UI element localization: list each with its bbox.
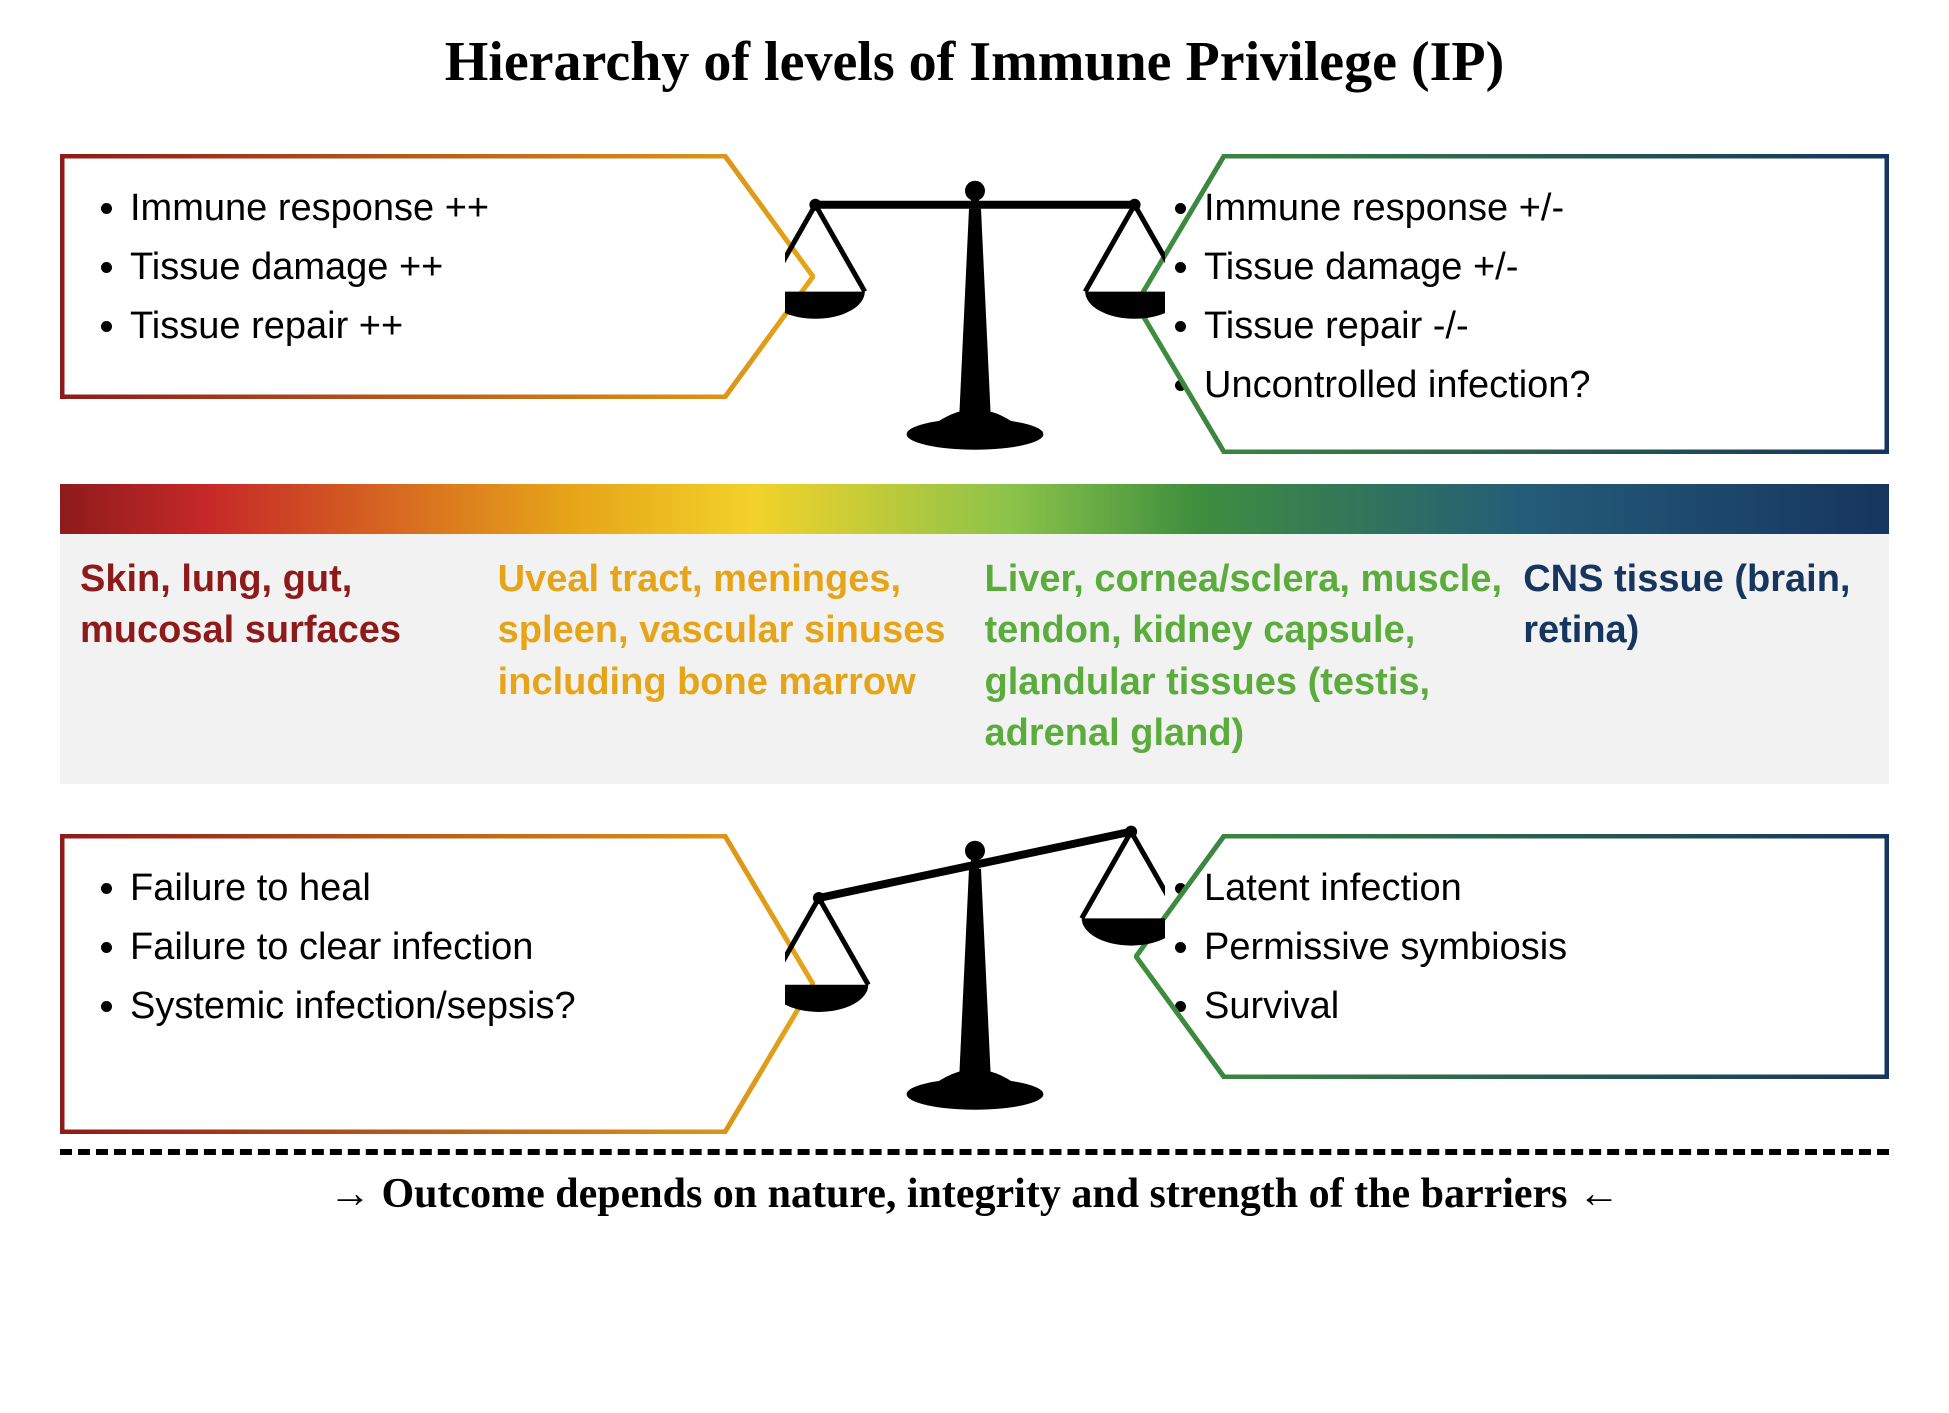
footer-text: Outcome depends on nature, integrity and… [60,1170,1889,1218]
list-item: Tissue repair -/- [1204,297,1859,356]
balance-scale-top [785,149,1165,464]
list-item: Uncontrolled infection? [1204,356,1859,415]
list-item: Immune response +/- [1204,179,1859,238]
balance-scale-icon [785,149,1165,459]
bottom-right-list: Latent infectionPermissive symbiosisSurv… [1134,834,1889,1061]
balance-scale-bottom [785,809,1165,1124]
page: Hierarchy of levels of Immune Privilege … [0,0,1949,1413]
list-item: Latent infection [1204,859,1859,918]
tissue-column: Uveal tract, meninges, spleen, vascular … [498,554,965,759]
list-item: Permissive symbiosis [1204,918,1859,977]
gradient-bar [60,484,1889,534]
tissue-column: CNS tissue (brain, retina) [1523,554,1869,759]
top-panel-row: Immune response ++Tissue damage ++Tissue… [60,124,1889,464]
dashed-divider [60,1149,1889,1155]
list-item: Tissue damage +/- [1204,238,1859,297]
page-title: Hierarchy of levels of Immune Privilege … [60,30,1889,94]
top-left-list: Immune response ++Tissue damage ++Tissue… [60,154,815,381]
bottom-left-box: Failure to healFailure to clear infectio… [60,834,815,1134]
balance-scale-icon [785,809,1165,1119]
list-item: Immune response ++ [130,179,785,238]
list-item: Survival [1204,977,1859,1036]
top-left-box: Immune response ++Tissue damage ++Tissue… [60,154,815,399]
bottom-right-box: Latent infectionPermissive symbiosisSurv… [1134,834,1889,1079]
list-item: Tissue repair ++ [130,297,785,356]
tissue-column: Liver, cornea/sclera, muscle, tendon, ki… [985,554,1504,759]
tissue-column: Skin, lung, gut, mucosal surfaces [80,554,478,759]
list-item: Tissue damage ++ [130,238,785,297]
list-item: Failure to heal [130,859,785,918]
bottom-panel-row: Failure to healFailure to clear infectio… [60,804,1889,1124]
top-right-box: Immune response +/-Tissue damage +/-Tiss… [1134,154,1889,454]
list-item: Failure to clear infection [130,918,785,977]
list-item: Systemic infection/sepsis? [130,977,785,1036]
top-right-list: Immune response +/-Tissue damage +/-Tiss… [1134,154,1889,440]
tissue-columns: Skin, lung, gut, mucosal surfacesUveal t… [60,534,1889,784]
bottom-left-list: Failure to healFailure to clear infectio… [60,834,815,1061]
